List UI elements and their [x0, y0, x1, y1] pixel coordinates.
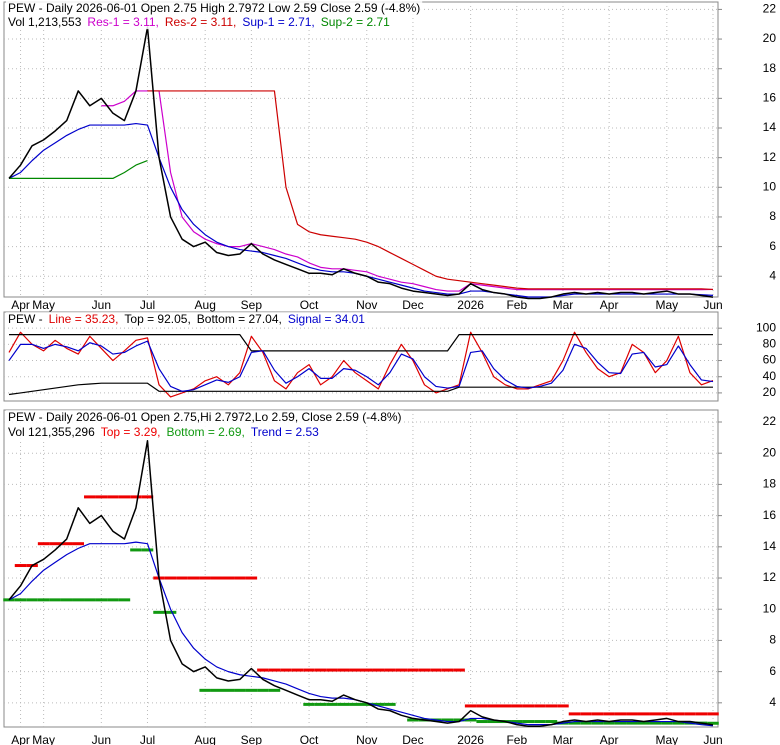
panel-header: PEW - Line = 35.23, Top = 92.05, Bottom = 2…: [8, 312, 365, 326]
y-tick-label: 60: [763, 353, 777, 367]
x-tick-label: Mar: [553, 733, 574, 745]
x-tick-label: Apr: [600, 298, 619, 312]
x-tick-label: Sep: [241, 733, 263, 745]
x-tick-label: Dec: [402, 733, 423, 745]
header-background: [6, 425, 322, 440]
y-tick-label: 6: [769, 664, 776, 678]
x-tick-label: Dec: [402, 298, 423, 312]
legend-entry: Bottom = 2.69,: [166, 425, 244, 439]
y-tick-label: 16: [763, 91, 777, 105]
panel-header: PEW - Daily 2026-06-01 Open 2.75 High 2.…: [8, 1, 420, 15]
x-tick-label: May: [32, 298, 55, 312]
header-title: PEW - Daily 2026-06-01 Open 2.75 High 2.…: [8, 1, 420, 15]
y-tick-label: 22: [763, 2, 777, 16]
x-tick-label: May: [32, 733, 55, 745]
legend-entry: Res-2 = 3.11,: [165, 15, 236, 29]
x-tick-label: Aug: [195, 733, 216, 745]
y-tick-label: 20: [763, 31, 777, 45]
legend-entry: Bottom = 27.04,: [197, 312, 282, 326]
x-tick-label: Feb: [506, 733, 527, 745]
legend-entry: Top = 92.05,: [124, 312, 190, 326]
y-tick-label: 12: [763, 570, 777, 584]
x-tick-label: Jul: [140, 298, 155, 312]
x-tick-label: Jun: [703, 733, 722, 745]
x-tick-label: Apr: [600, 733, 619, 745]
header-subtitle: Vol 1,213,553: [8, 15, 82, 29]
panel-frame: [3, 311, 719, 402]
panel-header: PEW - Daily 2026-06-01 Open 2.75,Hi 2.79…: [8, 410, 402, 424]
series-line: [101, 90, 714, 292]
header-background: [6, 410, 404, 425]
x-tick-label: Jun: [92, 298, 111, 312]
y-tick-label: 10: [763, 601, 777, 615]
y-tick-label: 22: [763, 414, 777, 428]
y-tick-label: 40: [763, 369, 777, 383]
header-title: PEW -: [8, 312, 43, 326]
legend-entry: Trend = 2.53: [251, 425, 319, 439]
y-tick-label: 18: [763, 61, 777, 75]
panel-frame: [3, 409, 719, 728]
y-tick-label: 12: [763, 150, 777, 164]
header-title: PEW - Daily 2026-06-01 Open 2.75,Hi 2.79…: [8, 410, 402, 424]
y-tick-label: 8: [769, 633, 776, 647]
price-line: [8, 26, 714, 300]
y-tick-label: 14: [763, 120, 777, 134]
series-line: [8, 331, 714, 398]
x-tick-label: Apr: [11, 298, 30, 312]
legend-entry: Line = 35.23,: [49, 312, 119, 326]
x-tick-label: Jul: [140, 733, 155, 745]
legend-entry: Res-1 = 3.11,: [87, 15, 158, 29]
x-tick-label: Oct: [300, 733, 319, 745]
y-tick-label: 16: [763, 508, 777, 522]
x-tick-label: Mar: [553, 298, 574, 312]
series-line: [147, 90, 714, 291]
x-tick-label: 2026: [457, 733, 484, 745]
series-line: [9, 334, 713, 352]
price-line: [8, 439, 714, 727]
x-tick-label: Apr: [11, 733, 30, 745]
x-tick-label: Aug: [195, 298, 216, 312]
x-tick-label: May: [656, 298, 679, 312]
panel-header: Vol 121,355,296 Top = 3.29, Bottom = 2.69,…: [8, 425, 319, 439]
y-tick-label: 80: [763, 337, 777, 351]
series-line: [8, 382, 713, 396]
y-tick-label: 20: [763, 445, 777, 459]
y-tick-label: 6: [769, 239, 776, 253]
x-tick-label: Feb: [506, 298, 527, 312]
x-tick-label: Oct: [300, 298, 319, 312]
x-tick-label: Jun: [703, 298, 722, 312]
x-tick-label: May: [656, 733, 679, 745]
panel-header: Vol 1,213,553 Res-1 = 3.11, Res-2 = 3.11, S…: [8, 15, 390, 29]
legend-entry: Sup-2 = 2.71: [321, 15, 390, 29]
x-tick-label: Sep: [241, 298, 263, 312]
y-tick-label: 4: [769, 268, 776, 282]
legend-entry: Signal = 34.01: [288, 312, 365, 326]
header-background: [6, 312, 368, 327]
series-line: [9, 160, 148, 180]
legend-entry: Sup-1 = 2.71,: [242, 15, 314, 29]
y-tick-label: 8: [769, 209, 776, 223]
y-tick-label: 4: [769, 695, 776, 709]
series-line: [8, 340, 714, 392]
header-background: [6, 1, 423, 16]
panel-frame: [3, 1, 719, 298]
x-tick-label: Nov: [356, 733, 377, 745]
x-tick-label: Nov: [356, 298, 377, 312]
header-background: [6, 15, 393, 30]
y-tick-label: 14: [763, 539, 777, 553]
y-tick-label: 20: [763, 385, 777, 399]
header-subtitle: Vol 121,355,296: [8, 425, 95, 439]
x-tick-label: Jun: [92, 733, 111, 745]
y-tick-label: 18: [763, 477, 777, 491]
legend-entry: Top = 3.29,: [101, 425, 161, 439]
y-tick-label: 100: [756, 320, 776, 334]
y-tick-label: 10: [763, 179, 777, 193]
x-tick-label: 2026: [457, 298, 484, 312]
